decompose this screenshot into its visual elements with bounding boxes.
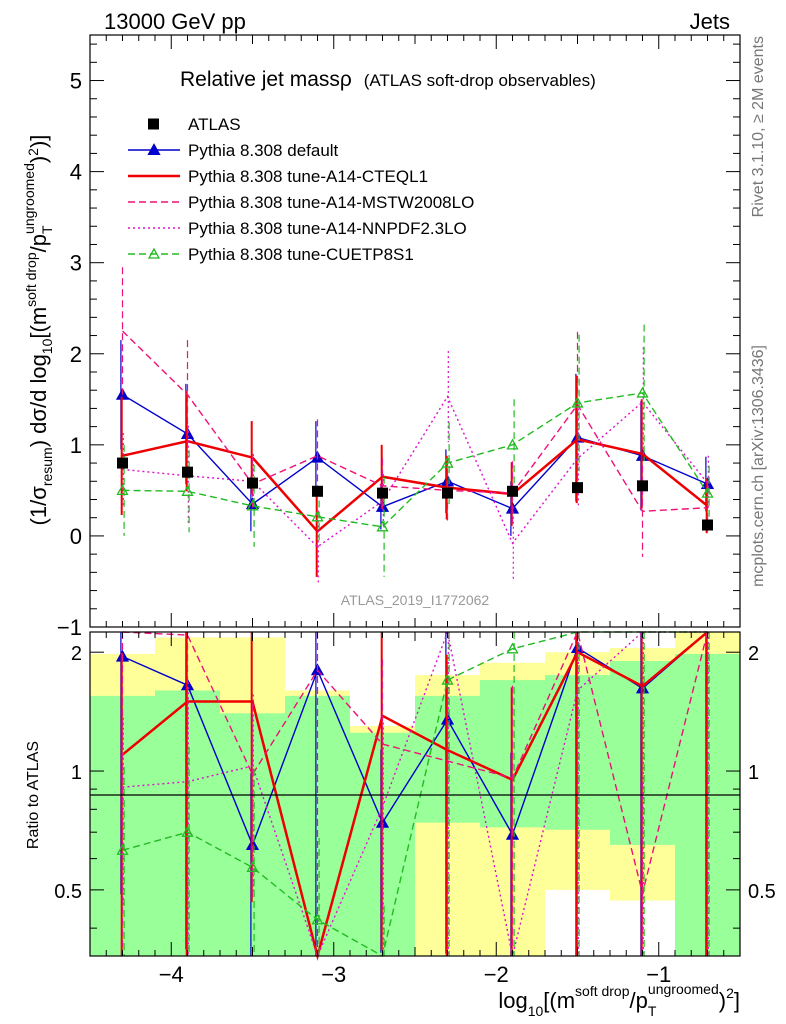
legend-label-1: Pythia 8.308 default — [188, 141, 339, 160]
x-tick-label: −2 — [484, 962, 509, 987]
y-tick-label-ratio: 1 — [71, 762, 82, 784]
y-axis-label-main: (1/σresum) dσ/d log10[(msoft drop/pTungr… — [21, 135, 55, 526]
atlas-point-8 — [637, 480, 648, 492]
legend-label-2: Pythia 8.308 tune-A14-CTEQL1 — [188, 167, 428, 186]
process-label: Jets — [690, 9, 730, 34]
series-4-point-1 — [181, 484, 194, 496]
legend: ATLAS Pythia 8.308 default Pythia 8.308 tu… — [128, 115, 474, 264]
rivet-note: Rivet 3.1.10, ≥ 2M events — [750, 36, 767, 217]
y-tick-label-ratio-right: 0.5 — [748, 881, 776, 903]
y-tick-label-main: 3 — [70, 251, 82, 276]
series-4-point-9 — [701, 486, 714, 498]
series-line-2 — [122, 330, 708, 513]
ratio-4-point-5 — [441, 673, 454, 685]
ratio-4-point-1 — [181, 825, 194, 837]
atlas-point-0 — [117, 457, 128, 469]
series-4-point-7 — [571, 396, 584, 408]
legend-label-0: ATLAS — [188, 115, 241, 134]
beam-label: 13000 GeV pp — [104, 9, 246, 34]
y-tick-label-ratio-right: 1 — [748, 762, 759, 784]
source-note: mcplots.cern.ch [arXiv:1306.3436] — [750, 345, 767, 587]
series-4-point-5 — [441, 456, 454, 468]
legend-label-5: Pythia 8.308 tune-CUETP8S1 — [188, 245, 414, 264]
x-axis-label: log10[(msoft drop/pTungroomed)2] — [498, 981, 740, 1019]
main-panel-series — [115, 267, 715, 584]
y-tick-label-main: 5 — [70, 69, 82, 94]
series-4-point-6 — [506, 438, 519, 450]
atlas-point-9 — [702, 519, 713, 531]
x-tick-label: −1 — [646, 962, 671, 987]
series-line-0 — [122, 394, 708, 510]
y-tick-label-main: 2 — [70, 342, 82, 367]
series-4-point-3 — [311, 510, 324, 522]
series-4-point-2 — [246, 499, 259, 511]
atlas-point-6 — [507, 485, 518, 497]
ratio-4-point-3 — [311, 913, 324, 925]
atlas-point-4 — [377, 487, 388, 499]
series-4-point-0 — [116, 484, 129, 496]
series-4-point-8 — [636, 386, 649, 398]
ratio-line-2 — [122, 629, 709, 894]
series-line-1 — [122, 438, 709, 534]
y-tick-label-ratio: 0.5 — [54, 881, 82, 903]
y-tick-label-ratio-right: 2 — [748, 643, 759, 665]
axes: −4 −3 −2 −1 −1 0 1 2 3 4 5 0.5 0.5 1 1 2 2 — [54, 35, 776, 987]
series-line-3 — [122, 395, 709, 548]
y-axis-label-ratio: Ratio to ATLAS — [25, 741, 42, 849]
series-4-point-4 — [376, 520, 389, 532]
legend-label-4: Pythia 8.308 tune-A14-NNPDF2.3LO — [188, 219, 467, 238]
ratio-4-point-2 — [246, 861, 259, 873]
y-tick-label-ratio: 2 — [71, 643, 82, 665]
chart-title: Relative jet massρ (ATLAS soft-drop obse… — [180, 68, 596, 91]
y-tick-label-main: 4 — [70, 160, 82, 185]
chart-subtitle: (ATLAS soft-drop observables) — [364, 71, 596, 90]
legend-marker-1 — [147, 143, 161, 156]
y-tick-label-main: 0 — [70, 524, 82, 549]
atlas-point-7 — [572, 482, 583, 494]
legend-label-3: Pythia 8.308 tune-A14-MSTW2008LO — [188, 193, 474, 212]
legend-marker-5 — [147, 247, 161, 259]
chart-title-text: Relative jet massρ — [180, 68, 352, 91]
analysis-label: ATLAS_2019_I1772062 — [341, 592, 490, 608]
x-tick-label: −3 — [321, 962, 346, 987]
y-tick-label-main: −1 — [57, 615, 82, 640]
legend-marker-0 — [148, 118, 159, 130]
atlas-point-3 — [312, 485, 323, 497]
y-tick-label-main: 1 — [70, 433, 82, 458]
ratio-4-point-6 — [506, 642, 519, 654]
atlas-point-2 — [247, 477, 258, 489]
atlas-point-5 — [442, 487, 453, 499]
atlas-point-1 — [182, 466, 193, 478]
ratio-4-point-0 — [116, 843, 129, 855]
x-tick-label: −4 — [159, 962, 184, 987]
series-line-4 — [122, 392, 709, 528]
ratio-line-1 — [121, 631, 709, 961]
